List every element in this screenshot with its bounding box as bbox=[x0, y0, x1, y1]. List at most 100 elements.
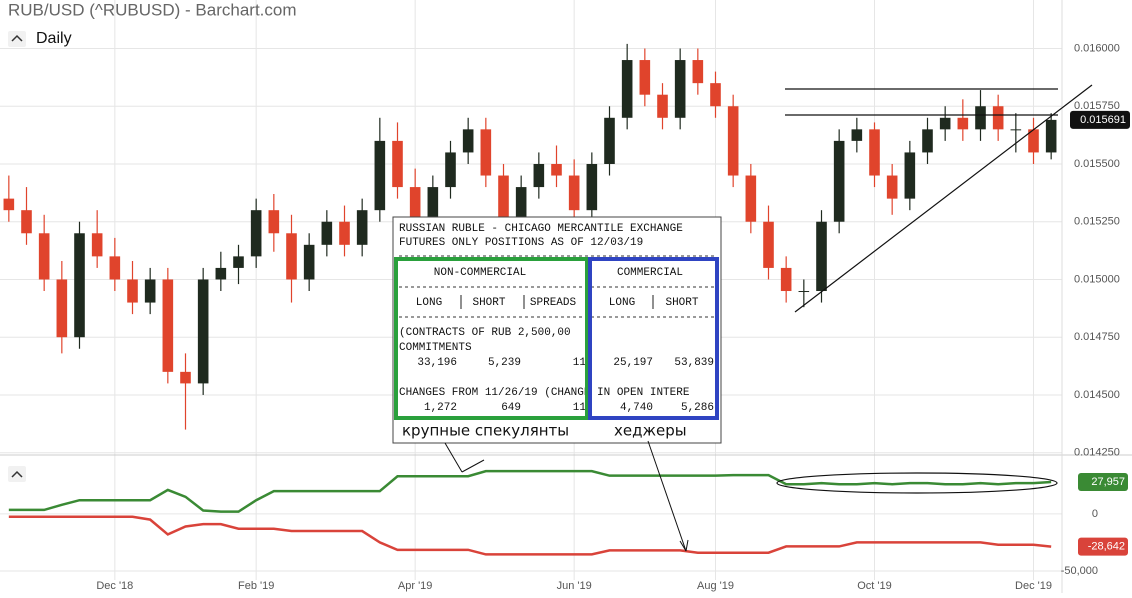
candle-body bbox=[745, 175, 757, 222]
candle-body bbox=[869, 129, 880, 176]
group-header: NON-COMMERCIAL bbox=[434, 267, 526, 279]
price-badge-label: 0.015691 bbox=[1080, 114, 1126, 126]
cot-table: RUSSIAN RUBLE - CHICAGO MERCANTILE EXCHA… bbox=[392, 216, 722, 444]
column-header: LONG bbox=[416, 297, 442, 309]
candle-body bbox=[816, 221, 827, 292]
candle-body bbox=[356, 210, 368, 245]
chevron-icon bbox=[11, 470, 23, 478]
candle-body bbox=[268, 210, 280, 234]
cell: 53,839 bbox=[674, 357, 714, 369]
speculators-box bbox=[394, 257, 589, 420]
column-header: SHORT bbox=[665, 297, 698, 309]
cell: 11 bbox=[573, 357, 587, 369]
y-tick-label: 0 bbox=[1092, 508, 1098, 520]
contracts-note: (CONTRACTS OF RUB 2,500,00 bbox=[399, 327, 571, 339]
chevron-icon bbox=[11, 34, 23, 42]
y-tick-label: 0.014750 bbox=[1074, 331, 1120, 343]
candle-body bbox=[339, 221, 350, 245]
candle-body bbox=[639, 60, 651, 95]
cell: 5,239 bbox=[488, 357, 521, 369]
candle-body bbox=[250, 210, 262, 257]
collapse-button[interactable] bbox=[8, 466, 26, 482]
candle-body bbox=[21, 210, 32, 234]
value-badge bbox=[1078, 537, 1128, 556]
cot-panel bbox=[392, 216, 722, 444]
candle-body bbox=[904, 152, 916, 199]
candle-body bbox=[392, 140, 403, 188]
column-header: LONG bbox=[609, 297, 635, 309]
candle-body bbox=[109, 256, 121, 280]
candle-body bbox=[127, 279, 138, 303]
interval-label[interactable]: Daily bbox=[36, 30, 72, 47]
candle-body bbox=[180, 371, 191, 384]
candle-body bbox=[215, 267, 227, 280]
cell: 33,196 bbox=[417, 357, 457, 369]
speculators-label: крупные спекулянты bbox=[402, 422, 569, 440]
candle-body bbox=[568, 175, 580, 211]
candle-body bbox=[798, 291, 810, 293]
x-tick-label: Apr '19 bbox=[398, 580, 433, 592]
hedgers-box bbox=[588, 257, 719, 420]
group-header: COMMERCIAL bbox=[617, 267, 683, 279]
cell: 649 bbox=[501, 402, 521, 414]
candle-body bbox=[657, 94, 668, 118]
candle-body bbox=[445, 152, 456, 188]
y-tick-label: 0.015000 bbox=[1074, 273, 1120, 285]
candle-body bbox=[922, 129, 933, 153]
candle-body bbox=[551, 163, 562, 176]
hedgers-label: хеджеры bbox=[614, 422, 687, 440]
value-badge-label: 27,957 bbox=[1091, 476, 1125, 488]
y-tick-label: 0.016000 bbox=[1074, 42, 1120, 54]
candle-body bbox=[498, 175, 509, 222]
candle-body bbox=[957, 117, 969, 130]
candle-body bbox=[727, 106, 739, 176]
marks bbox=[3, 43, 1057, 556]
y-tick-label: 0.015250 bbox=[1074, 216, 1120, 228]
arrow-head bbox=[679, 539, 689, 552]
candle-body bbox=[780, 267, 792, 292]
cell: 4,740 bbox=[620, 402, 653, 414]
row-label: CHANGES FROM 11/26/19 (CHANGE IN OPEN IN… bbox=[399, 387, 690, 399]
cell: 1,272 bbox=[424, 402, 457, 414]
candle-body bbox=[1045, 119, 1057, 153]
candle-body bbox=[162, 279, 174, 372]
price-badge bbox=[1070, 110, 1130, 129]
cell: 25,197 bbox=[613, 357, 653, 369]
x-tick-label: Aug '19 bbox=[697, 580, 734, 592]
candle-body bbox=[621, 60, 633, 118]
candle-body bbox=[409, 187, 421, 234]
y-tick-label: 0.014250 bbox=[1074, 447, 1120, 459]
candle-body bbox=[56, 279, 68, 338]
arrow-line bbox=[444, 442, 463, 473]
candle-body bbox=[604, 117, 615, 164]
cot-subtitle: FUTURES ONLY POSITIONS AS OF 12/03/19 bbox=[399, 237, 643, 249]
collapse-button[interactable] bbox=[8, 31, 26, 47]
candle-body bbox=[233, 256, 244, 268]
cell: 11 bbox=[573, 402, 587, 414]
candle-body bbox=[674, 60, 686, 118]
arrow-line bbox=[647, 440, 687, 552]
candle-body bbox=[74, 233, 85, 338]
highlight-ellipse bbox=[776, 472, 1058, 494]
candle-body bbox=[286, 233, 297, 280]
candle-body bbox=[692, 60, 704, 84]
candle-body bbox=[3, 198, 15, 211]
axis: 0.014250 0.014500 0.014750 0.015000 0.015250… bbox=[96, 42, 1130, 592]
chart-title: RUB/USD (^RUBUSD) - Barchart.com bbox=[8, 0, 297, 19]
x-tick-label: Dec '18 bbox=[96, 580, 133, 592]
x-tick-label: Dec '19 bbox=[1015, 580, 1052, 592]
candle-body bbox=[833, 140, 845, 222]
candle-body bbox=[1028, 129, 1039, 153]
candle-body bbox=[38, 233, 50, 280]
y-tick-label: -50,000 bbox=[1061, 565, 1098, 577]
candle-body bbox=[480, 129, 492, 176]
value-badge-label: -28,642 bbox=[1088, 540, 1125, 552]
candle-body bbox=[851, 129, 863, 141]
candle-body bbox=[939, 117, 951, 130]
y-tick-label: 0.015750 bbox=[1074, 100, 1120, 112]
candle-body bbox=[427, 187, 439, 234]
candle-body bbox=[303, 244, 315, 280]
candle-body bbox=[886, 175, 898, 199]
column-header: SPREADS bbox=[530, 297, 577, 309]
